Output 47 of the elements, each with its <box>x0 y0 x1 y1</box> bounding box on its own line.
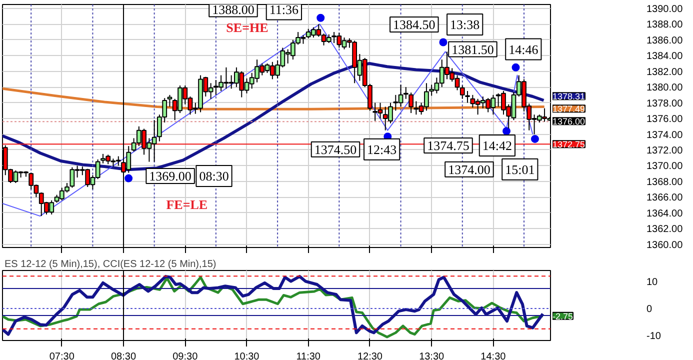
y-tick-label: 1382.00 <box>646 66 684 78</box>
annotation: 1374.00 <box>448 162 490 177</box>
x-tick-label: 14:30 <box>480 352 506 360</box>
y-tick-label: 1386.00 <box>646 35 684 46</box>
x-tick-label: 13:30 <box>419 352 445 360</box>
y-tick-label: 1364.00 <box>646 208 684 220</box>
annotation: 13:38 <box>450 17 480 32</box>
data-label: 1377.49 <box>552 104 586 114</box>
y-tick-label: 1380.00 <box>646 82 684 94</box>
x-tick-label: 11:30 <box>296 352 321 360</box>
annotation: 1369.00 <box>149 168 192 184</box>
y-tick-label: -10 <box>646 330 662 342</box>
x-tick-label: 10:30 <box>234 352 260 360</box>
y-tick-label: 1390.00 <box>646 4 684 15</box>
data-label: 1378.31 <box>552 92 586 102</box>
y-tick-label: 1360.00 <box>646 240 684 251</box>
y-tick-label: 1376.00 <box>646 114 684 126</box>
annotation: 1374.50 <box>314 142 357 157</box>
annotation: 15:01 <box>505 162 535 177</box>
y-tick-label: 1374.00 <box>646 130 684 141</box>
y-tick-label: 1372.00 <box>646 145 684 156</box>
annotation: 11:36 <box>269 2 299 17</box>
y-tick-label: 1384.00 <box>646 51 684 62</box>
annotation: SE=HE <box>226 20 268 35</box>
y-tick-label: 1366.00 <box>646 192 684 204</box>
x-tick-label: 07:30 <box>49 352 75 360</box>
annotation: FE=LE <box>166 197 208 212</box>
y-tick-label: 1378.00 <box>646 98 684 110</box>
y-tick-label: 1388.00 <box>646 20 684 31</box>
y-tick-label: 1362.00 <box>646 224 684 236</box>
annotation: 1381.50 <box>452 42 494 57</box>
annotation: 12:43 <box>367 142 397 157</box>
annotation: 1374.75 <box>427 138 470 154</box>
y-tick-label: 10 <box>646 277 658 288</box>
annotation: 08:30 <box>199 168 229 184</box>
x-tick-label: 12:30 <box>357 352 383 360</box>
annotation: 14:46 <box>508 42 539 57</box>
x-tick-label: 09:30 <box>172 352 198 360</box>
annotation: 14:42 <box>482 138 512 154</box>
y-tick-label: 1368.00 <box>646 176 684 188</box>
annotation: 1388.00 <box>212 2 254 17</box>
text: ES 12-12 (5 Min),15), CCI(ES 12-12 (5 Min),15) <box>4 259 216 270</box>
annotation: 1376.00 <box>552 116 586 127</box>
x-tick-label: 08:30 <box>111 352 136 360</box>
y-tick-label: 0 <box>646 304 652 315</box>
annotation: 1384.50 <box>393 17 436 32</box>
y-tick-label: 1370.00 <box>646 161 684 172</box>
